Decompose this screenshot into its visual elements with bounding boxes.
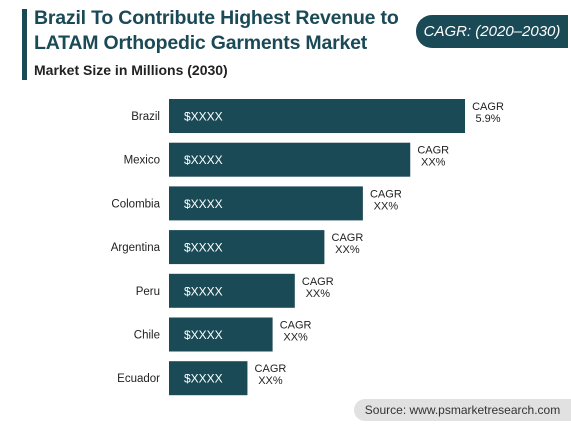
cagr-label-argentina-name: CAGR xyxy=(332,232,364,244)
cagr-label-chile-value: XX% xyxy=(283,332,308,344)
category-label-peru: Peru xyxy=(136,286,160,298)
cagr-label-mexico-value: XX% xyxy=(421,157,446,169)
value-label-argentina: $XXXX xyxy=(184,241,223,255)
cagr-label-ecuador-name: CAGR xyxy=(255,363,287,375)
bar-peru xyxy=(169,273,295,308)
bar-ecuador xyxy=(169,361,248,396)
cagr-label-ecuador-value: XX% xyxy=(258,375,283,387)
cagr-period-badge: CAGR: (2020–2030) xyxy=(416,15,568,48)
value-label-mexico: $XXXX xyxy=(184,153,223,167)
bar-mexico xyxy=(169,142,411,177)
bar-chile xyxy=(169,317,273,352)
bar-brazil xyxy=(169,99,465,133)
cagr-label-brazil-value: 5.9% xyxy=(475,113,500,125)
category-label-argentina: Argentina xyxy=(111,242,161,254)
value-label-colombia: $XXXX xyxy=(184,197,223,211)
cagr-label-peru-name: CAGR xyxy=(302,276,334,288)
chart-title: Brazil To Contribute Highest Revenue to … xyxy=(34,7,399,54)
category-label-brazil: Brazil xyxy=(131,111,160,123)
source-note: Source: www.psmarketresearch.com xyxy=(354,399,571,421)
cagr-label-peru-value: XX% xyxy=(306,288,331,300)
cagr-label-colombia-name: CAGR xyxy=(370,188,402,200)
value-label-brazil: $XXXX xyxy=(184,110,223,124)
bar-argentina xyxy=(169,230,325,265)
cagr-label-argentina-value: XX% xyxy=(335,244,360,256)
value-label-peru: $XXXX xyxy=(184,284,223,298)
category-label-chile: Chile xyxy=(134,330,160,342)
value-label-ecuador: $XXXX xyxy=(184,372,223,386)
value-label-chile: $XXXX xyxy=(184,328,223,342)
category-label-colombia: Colombia xyxy=(111,198,160,210)
cagr-label-chile-name: CAGR xyxy=(280,320,312,332)
cagr-label-brazil-name: CAGR xyxy=(472,101,504,113)
title-accent-bar xyxy=(22,9,27,80)
cagr-label-mexico-name: CAGR xyxy=(417,145,449,157)
category-label-mexico: Mexico xyxy=(124,155,160,167)
cagr-label-colombia-value: XX% xyxy=(374,200,399,212)
chart-subtitle: Market Size in Millions (2030) xyxy=(34,62,228,78)
bar-colombia xyxy=(169,186,363,221)
category-label-ecuador: Ecuador xyxy=(117,373,160,385)
